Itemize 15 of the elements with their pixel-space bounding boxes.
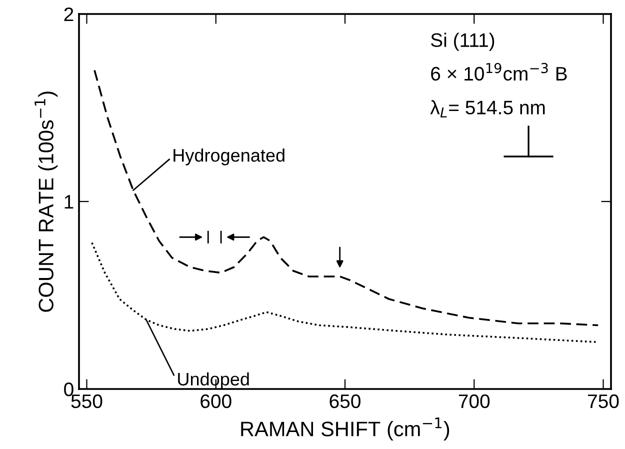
annotation: λ$_{L}$= 514.5 nm <box>430 100 545 118</box>
y-tick-label: 1 <box>64 195 74 209</box>
x-tick-label: 700 <box>458 394 490 408</box>
text: Hydrogenated <box>174 148 284 166</box>
x-axis-title: RAMAN SHIFT (cm$^{−1}$) <box>241 418 450 440</box>
x-tick-label: 650 <box>330 394 360 408</box>
x-tick-label: 750 <box>588 394 619 408</box>
y-tick-label: 2 <box>64 7 74 22</box>
y-tick-label: 0 <box>64 382 74 396</box>
x-tick-label: 550 <box>71 394 102 408</box>
annotation: Si (111) <box>431 32 494 51</box>
y-axis-title: COUNT RATE (100s$^{−1}$) <box>34 92 58 312</box>
annotation: 6 × 10$^{19}$cm$^{−3}$ B <box>431 62 567 81</box>
x-tick-label: 600 <box>200 394 232 408</box>
text: Undoped <box>178 372 249 390</box>
